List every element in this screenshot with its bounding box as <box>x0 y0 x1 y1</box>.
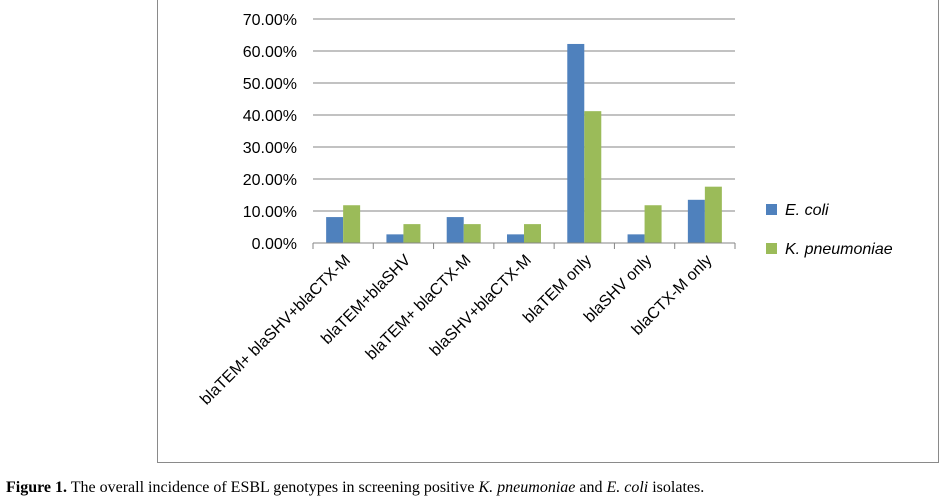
legend-swatch <box>766 204 777 215</box>
y-tick-label: 70.00% <box>243 12 297 29</box>
y-tick-label: 30.00% <box>243 140 297 157</box>
bar <box>463 224 481 243</box>
legend: E. coli K. pneumoniae <box>766 202 893 258</box>
caption-text-middle: and <box>575 479 607 496</box>
y-tick-label: 50.00% <box>243 76 297 93</box>
bar <box>584 111 602 243</box>
legend-swatch <box>766 243 777 254</box>
y-axis-ticks: 0.00% 10.00% 20.00% 30.00% 40.00% 50.00% 60.00… <box>243 12 297 253</box>
bar <box>386 234 404 243</box>
legend-label: K. pneumoniae <box>785 241 893 258</box>
bar <box>524 224 541 243</box>
y-tick-label: 60.00% <box>243 44 297 61</box>
bar <box>446 217 464 243</box>
chart-frame: 0.00% 10.00% 20.00% 30.00% 40.00% 50.00% 60.00… <box>157 0 939 463</box>
category-label: blaTEM+ blaCTX-M <box>363 252 475 364</box>
caption-text-before: The overall incidence of ESBL genotypes … <box>67 479 479 496</box>
bar <box>403 224 421 243</box>
caption-species-2: E. coli <box>606 479 649 496</box>
bar <box>507 234 524 243</box>
bar <box>704 186 722 243</box>
legend-label: E. coli <box>785 202 829 219</box>
y-tick-label: 20.00% <box>243 172 297 189</box>
bar <box>567 43 585 244</box>
bar <box>627 234 645 243</box>
category-labels: blaTEM+ blaSHV+blaCTX-MblaTEM+blaSHVblaT… <box>197 252 715 409</box>
gridlines <box>313 18 735 212</box>
caption-label: Figure 1. <box>6 479 68 496</box>
bar <box>644 205 662 243</box>
bars <box>326 43 722 244</box>
figure-caption: Figure 1. The overall incidence of ESBL … <box>6 479 946 497</box>
y-tick-label: 40.00% <box>243 108 297 125</box>
category-label: blaSHV+blaCTX-M <box>427 252 535 360</box>
bar <box>326 217 344 243</box>
caption-text-after: isolates. <box>648 479 705 496</box>
bar <box>343 205 361 243</box>
bar <box>687 199 705 243</box>
y-tick-label: 10.00% <box>243 204 297 221</box>
bar-chart: 0.00% 10.00% 20.00% 30.00% 40.00% 50.00% 60.00… <box>197 12 893 409</box>
y-tick-label: 0.00% <box>252 236 297 253</box>
x-axis <box>312 242 736 249</box>
caption-species-1: K. pneumoniae <box>478 479 576 496</box>
